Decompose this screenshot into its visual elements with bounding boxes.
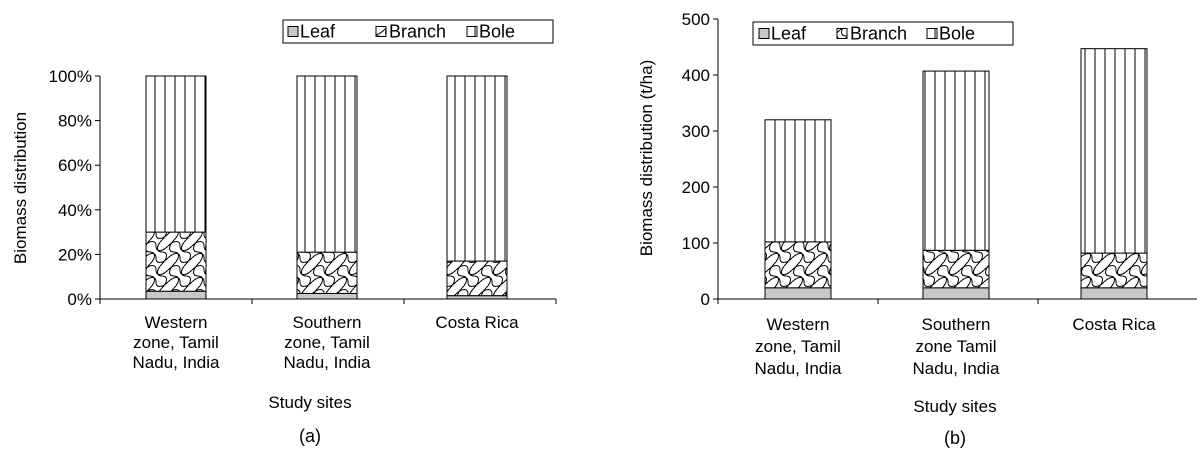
y-tick-label: 400 xyxy=(682,66,710,85)
bar-segment-branch xyxy=(764,241,832,289)
y-tick-label: 100 xyxy=(682,234,710,253)
bar-segment-bole xyxy=(922,70,990,251)
x-category-label: zone, Tamil xyxy=(133,333,219,352)
bar-segment-bole xyxy=(296,75,358,253)
x-category-label: Nadu, India xyxy=(755,359,842,378)
legend-box xyxy=(282,19,554,44)
x-category-label: zone, Tamil xyxy=(755,337,841,356)
y-tick-label: 40% xyxy=(58,201,92,220)
y-tick-label: 80% xyxy=(58,112,92,131)
y-axis-title: Biomass distribution (t/ha) xyxy=(637,60,656,257)
y-tick-label: 20% xyxy=(58,245,92,264)
bar-segment-leaf xyxy=(922,287,990,300)
y-tick-label: 0 xyxy=(701,290,710,309)
legend-swatch-leaf xyxy=(758,28,770,39)
bar-segment-leaf xyxy=(145,290,207,300)
x-category-label: Costa Rica xyxy=(1072,315,1156,334)
bar-segment-leaf xyxy=(764,287,832,300)
x-category-label: Western xyxy=(767,315,830,334)
bar-segment-branch xyxy=(296,251,358,294)
legend-swatch-branch xyxy=(375,26,387,37)
x-category-label: zone Tamil xyxy=(916,337,997,356)
legend-label: Branch xyxy=(850,24,907,44)
x-axis-title: Study sites xyxy=(913,397,996,416)
y-tick-label: 0% xyxy=(67,290,92,309)
y-tick-label: 100% xyxy=(49,67,92,86)
bar-segment-leaf xyxy=(446,295,508,300)
x-category-label: Western xyxy=(145,313,208,332)
x-category-label: Southern xyxy=(293,313,362,332)
x-category-label: Southern xyxy=(922,315,991,334)
legend-label: Leaf xyxy=(771,24,807,44)
bar-segment-bole xyxy=(446,75,508,262)
y-tick-label: 60% xyxy=(58,156,92,175)
legend: Leaf Branch Bole xyxy=(752,21,1014,46)
y-tick-label: 300 xyxy=(682,122,710,141)
bar-segment-leaf xyxy=(1080,287,1148,300)
legend: Leaf Branch Bole xyxy=(282,19,554,44)
bar-segment-bole xyxy=(1080,48,1148,254)
x-category-label: Nadu, India xyxy=(913,359,1000,378)
bar-segment-bole xyxy=(764,119,832,243)
y-tick-label: 200 xyxy=(682,178,710,197)
x-axis-title: Study sites xyxy=(268,393,351,412)
bar-segment-branch xyxy=(145,231,207,292)
bar-segment-branch xyxy=(446,260,508,297)
bar-segment-branch xyxy=(1080,252,1148,289)
legend-swatch-leaf xyxy=(287,26,299,37)
legend-label: Branch xyxy=(389,22,446,42)
legend-label: Bole xyxy=(939,24,975,44)
chart-panel-b: 0 100 200 300 400 500 Western zone, Tamil Nadu, … xyxy=(637,10,1197,448)
x-category-label: Nadu, India xyxy=(133,353,220,372)
panel-label: (a) xyxy=(299,426,321,446)
bar-segment-branch xyxy=(922,249,990,289)
bar-segment-leaf xyxy=(296,292,358,300)
legend-swatch-branch xyxy=(836,28,848,39)
panel-label: (b) xyxy=(944,428,966,448)
legend-swatch-bole xyxy=(466,26,478,37)
legend-swatch-bole xyxy=(926,28,938,39)
legend-label: Leaf xyxy=(300,22,336,42)
legend-box xyxy=(752,21,1014,46)
bar-segment-bole xyxy=(145,75,207,233)
x-category-label: zone, Tamil xyxy=(284,333,370,352)
y-tick-label: 500 xyxy=(682,10,710,29)
y-axis-title: Biomass distribution xyxy=(11,112,30,264)
x-category-label: Costa Rica xyxy=(435,313,519,332)
x-category-label: Nadu, India xyxy=(284,353,371,372)
legend-label: Bole xyxy=(479,22,515,42)
